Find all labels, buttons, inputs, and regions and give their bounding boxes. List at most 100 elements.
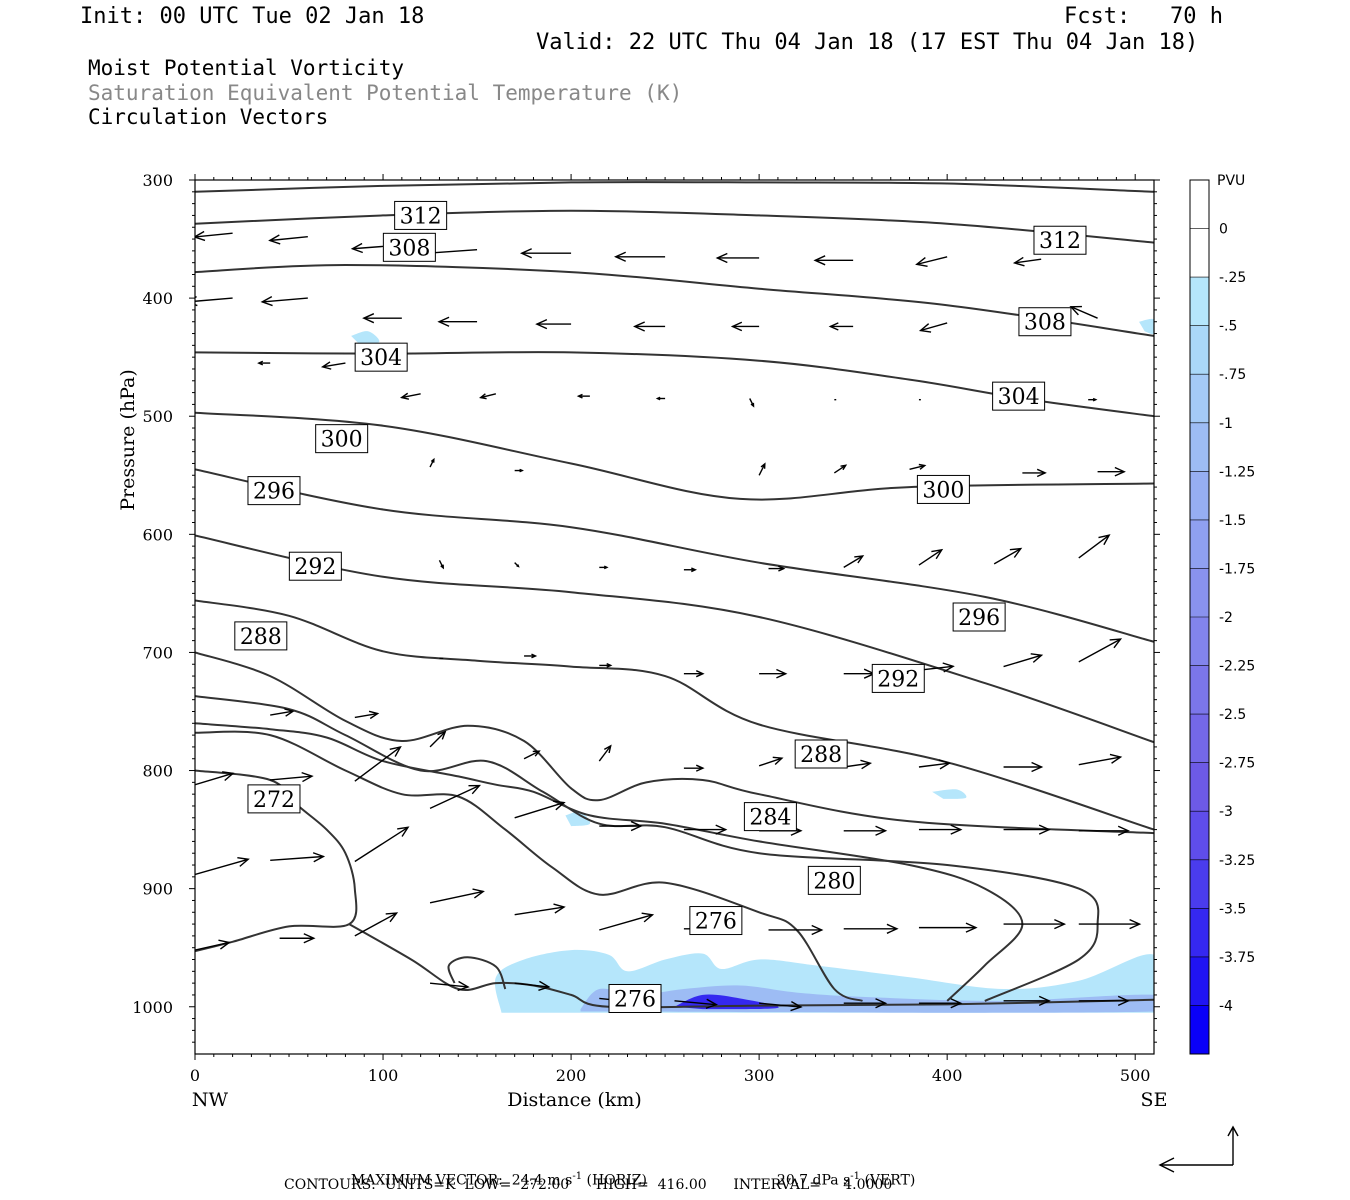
colorbar-swatch — [1190, 762, 1209, 812]
colorbar-label: -3.25 — [1219, 853, 1255, 869]
contour-label-box — [871, 663, 925, 693]
y-tick-label: 700 — [142, 643, 173, 662]
theta-contour-312 — [195, 181, 1154, 193]
circulation-vector — [1003, 995, 1051, 1006]
circulation-vector — [599, 912, 655, 931]
contour-label-300: 300 — [916, 474, 970, 504]
contour-label-box — [952, 602, 1006, 632]
contour-label-box — [743, 802, 797, 832]
colorbar-swatch — [1190, 811, 1209, 861]
circulation-vector — [1003, 653, 1044, 668]
x-tick-label: 400 — [932, 1066, 963, 1085]
colorbar-swatch — [1190, 568, 1209, 618]
colorbar-label: -.25 — [1219, 270, 1246, 286]
contour-label-box — [394, 200, 448, 230]
theta-contour-292 — [195, 534, 1154, 744]
circulation-vector — [768, 565, 786, 572]
circulation-vector — [260, 295, 308, 307]
max-vector-line: MAXIMUM VECTOR: 24.4 m s-1 (HORIZ) — [342, 1158, 647, 1188]
colorbar-swatch — [1190, 859, 1209, 909]
contour-label-280: 280 — [807, 865, 861, 895]
circulation-vector — [730, 321, 760, 332]
colorbar-swatch — [1190, 422, 1209, 472]
circulation-vector — [918, 824, 963, 835]
colorbar-label: -.75 — [1219, 367, 1246, 383]
circulation-vector — [813, 255, 854, 266]
circulation-vector — [843, 555, 865, 568]
y-tick-label: 500 — [142, 407, 173, 426]
contour-label-box — [382, 232, 436, 262]
colorbar-swatch — [1190, 277, 1209, 327]
circulation-vector — [523, 750, 541, 760]
colorbar-label: 0 — [1219, 222, 1228, 238]
contour-label-box — [1033, 225, 1087, 255]
circulation-vector — [993, 547, 1023, 565]
circulation-vector — [429, 784, 481, 809]
contour-label-text: 308 — [1024, 311, 1066, 336]
max-vert-unit-exp: -1 — [850, 1171, 861, 1182]
colorbar-swatch — [1190, 956, 1209, 1006]
colorbar-swatch — [1190, 228, 1209, 278]
colorbar-label: -2 — [1219, 610, 1233, 626]
contour-label-box — [247, 784, 301, 814]
circulation-vector — [195, 295, 233, 307]
contour-label-text: 280 — [813, 869, 855, 894]
y-tick-label: 800 — [142, 762, 173, 781]
valid-time: Valid: 22 UTC Thu 04 Jan 18 (17 EST Thu … — [536, 30, 1199, 55]
circulation-vector — [195, 230, 233, 242]
contour-label-text: 276 — [614, 987, 656, 1012]
contour-label-text: 312 — [400, 204, 442, 229]
x-endpoint-right: SE — [1141, 1089, 1168, 1111]
contour-label-text: 288 — [240, 625, 282, 650]
vert-tag: (VERT) — [864, 1172, 916, 1189]
y-tick-label: 1000 — [132, 998, 173, 1017]
circulation-vector — [843, 998, 888, 1009]
circulation-vector — [514, 468, 524, 473]
theta-contour-288 — [195, 599, 1154, 831]
contour-label-box — [608, 983, 662, 1013]
field-title-theta-es: Saturation Equivalent Potential Temperat… — [88, 81, 683, 105]
circulation-vector — [1078, 638, 1123, 663]
pv-shade-region — [565, 811, 591, 827]
circulation-vector — [1022, 468, 1047, 478]
theta-contours — [195, 181, 1154, 1009]
contour-labels: 312 312 308 308 304 304 300 300 296 296 292 292 288 2… — [234, 200, 1087, 1013]
contour-label-box — [916, 474, 970, 504]
circulation-vector — [1003, 824, 1051, 835]
contour-label-text: 292 — [294, 555, 336, 580]
circulation-vector — [1097, 466, 1126, 477]
contour-label-text: 308 — [388, 236, 430, 261]
circulation-vector — [354, 912, 399, 937]
circulation-vector — [1069, 305, 1098, 319]
circulation-vector — [1078, 918, 1142, 930]
contour-label-276: 276 — [608, 983, 662, 1013]
colorbar-swatch — [1190, 1005, 1209, 1055]
circulation-vector — [354, 826, 410, 863]
circulation-vector — [519, 248, 572, 259]
theta-contour-284 — [195, 651, 1154, 835]
circulation-vector — [514, 980, 551, 991]
plot-frame — [194, 179, 1155, 1055]
circulation-vector — [268, 234, 308, 245]
circulation-vector — [918, 998, 963, 1009]
circulation-vector — [270, 708, 295, 717]
circulation-vector — [270, 852, 326, 863]
contour-label-box — [247, 476, 301, 506]
colorbar-swatch — [1190, 665, 1209, 715]
horiz-tag: (HORIZ) — [586, 1172, 647, 1189]
contour-label-292: 292 — [871, 663, 925, 693]
colorbar-label: -1.5 — [1219, 513, 1246, 529]
contour-label-text: 296 — [253, 480, 295, 505]
colorbar: PVU 0 -.25 -.5 -.75 -1 -1.25 -1.5 -1.75 -2 -2.25 -2… — [1189, 173, 1255, 1055]
contour-label-box — [234, 621, 288, 651]
circulation-vectors — [195, 230, 1142, 1012]
contour-label-text: 304 — [360, 346, 402, 371]
circulation-vector — [1088, 397, 1098, 402]
circulation-vector — [599, 662, 613, 668]
circulation-vector — [918, 759, 952, 770]
y-tick-label: 900 — [142, 880, 173, 899]
circulation-vector — [715, 252, 760, 264]
contour-label-304: 304 — [354, 342, 408, 372]
circulation-vector — [843, 825, 888, 836]
circulation-vector — [674, 998, 718, 1009]
